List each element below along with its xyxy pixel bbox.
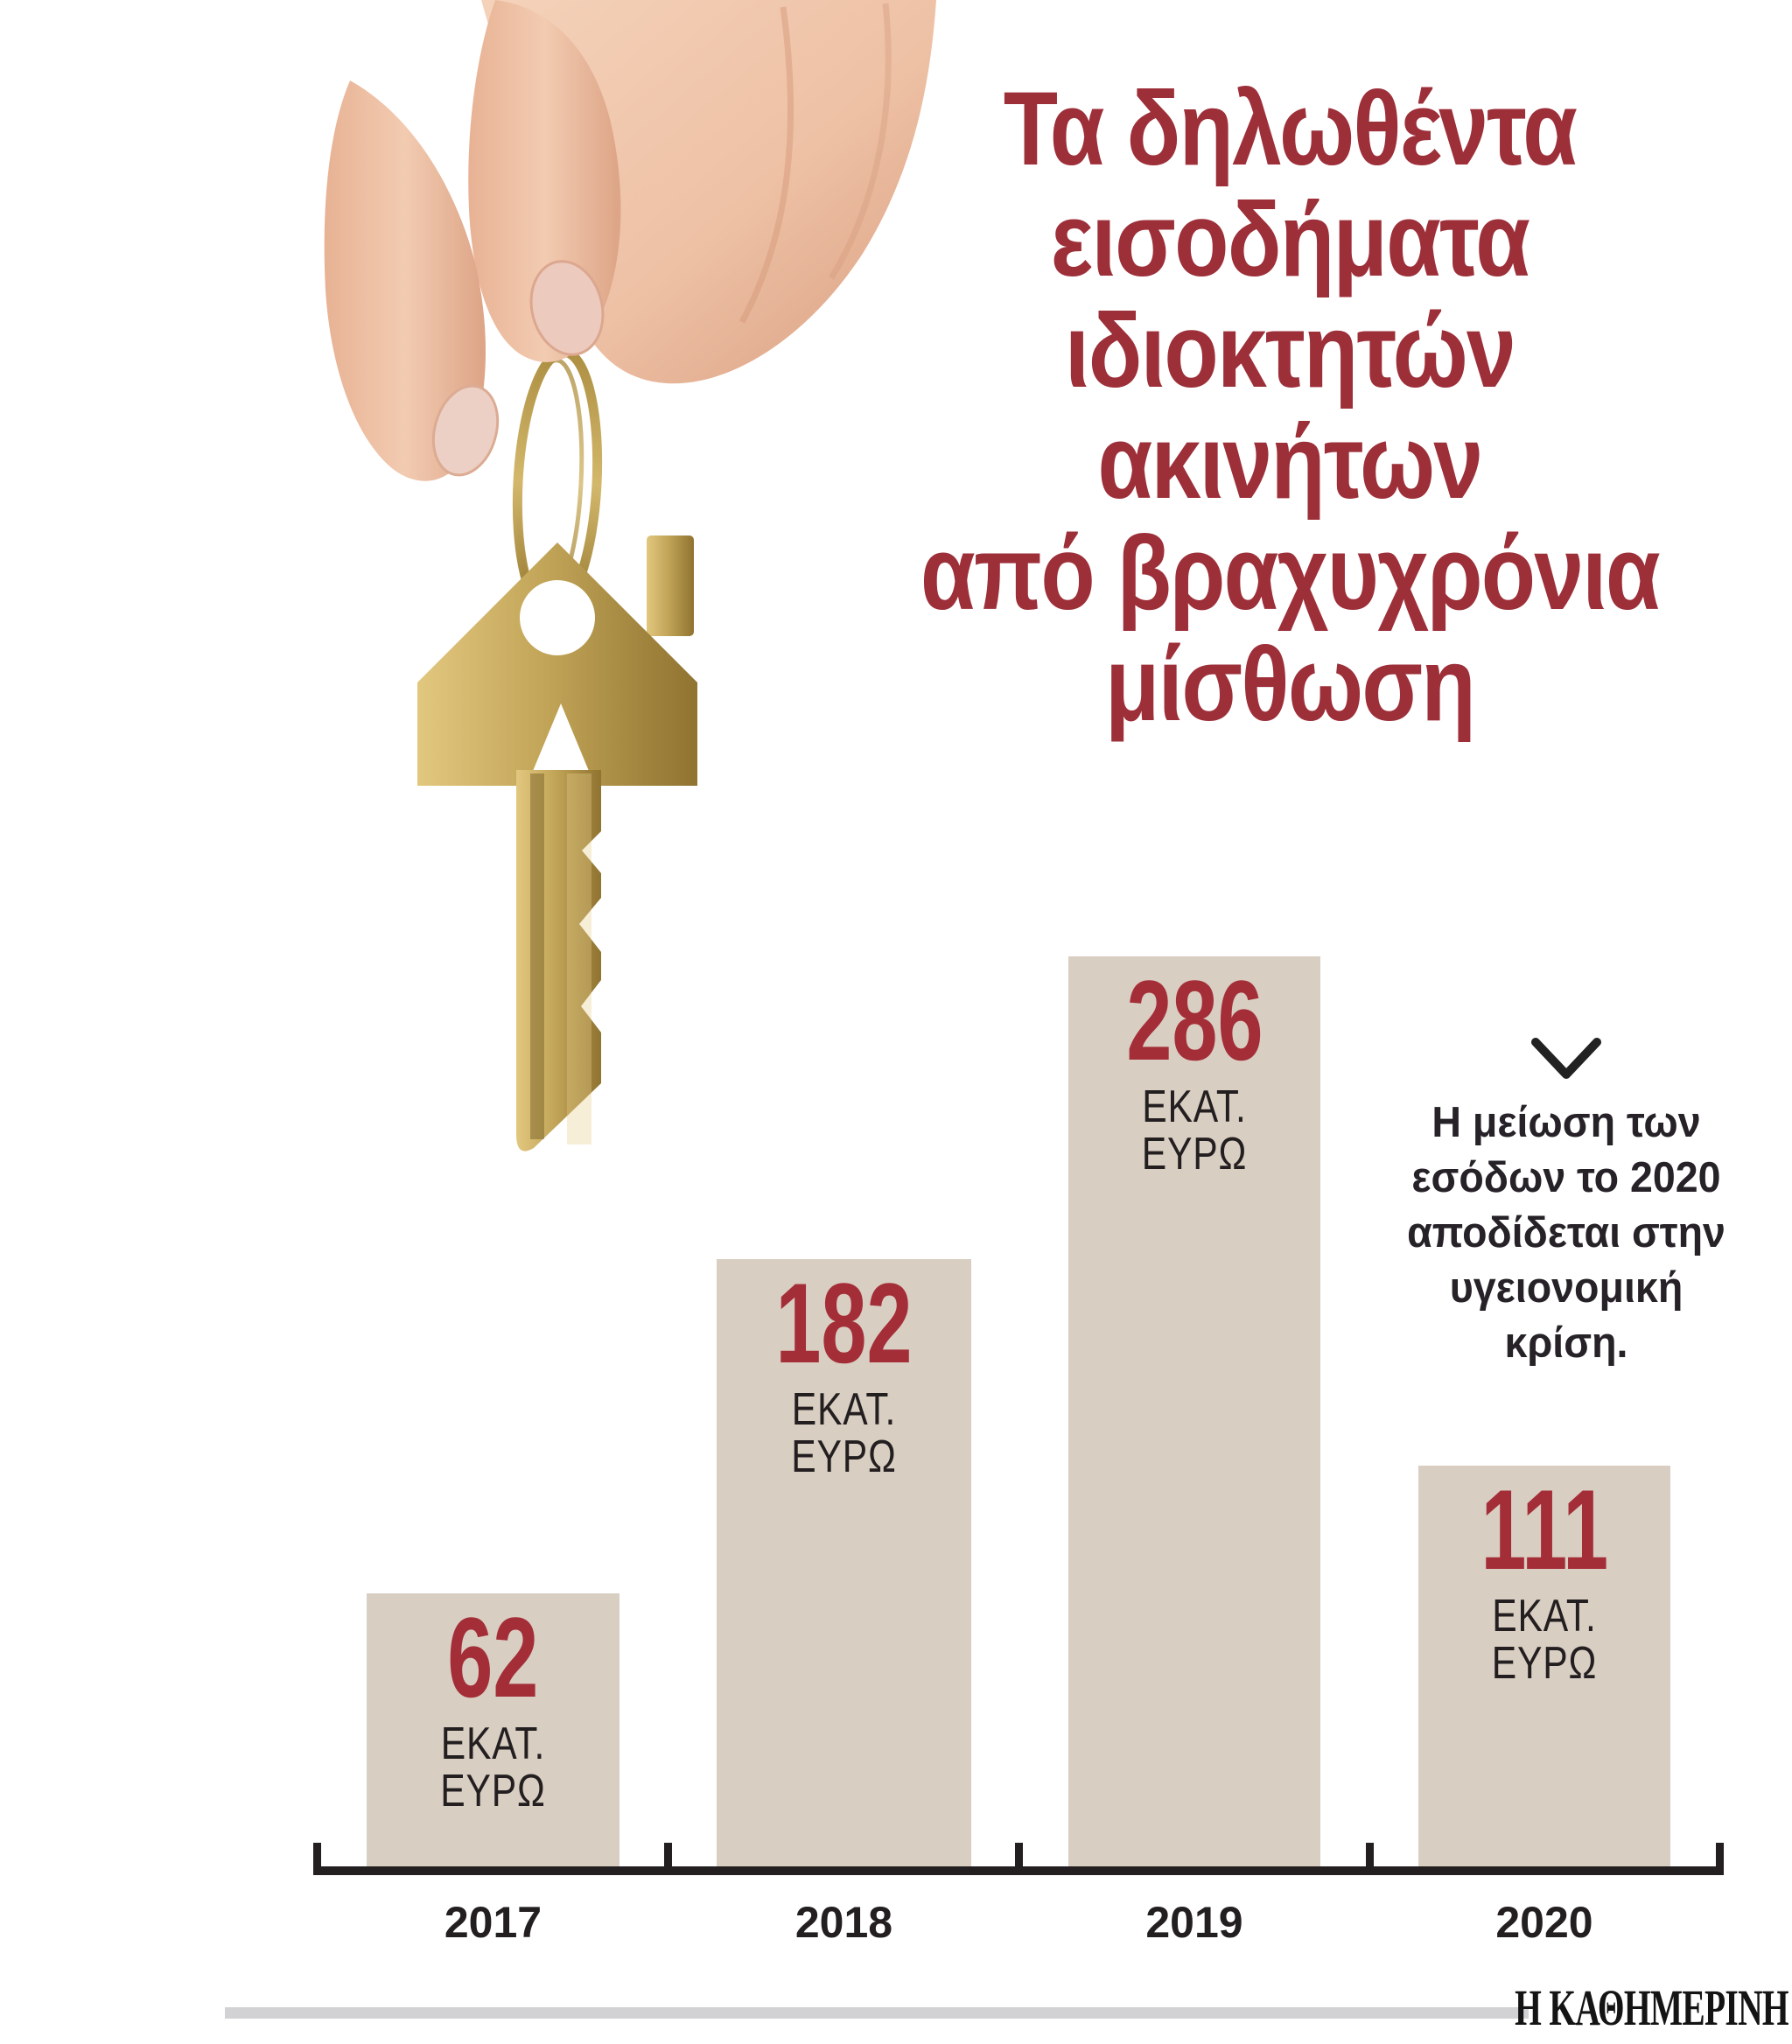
footer-divider bbox=[225, 2007, 1529, 2019]
axis-tick bbox=[664, 1843, 672, 1866]
bar-2020: 111 ΕΚΑΤ. ΕΥΡΩ bbox=[1418, 1466, 1670, 1866]
bar-2019: 286 ΕΚΑΤ. ΕΥΡΩ bbox=[1068, 956, 1320, 1866]
annotation-line: υγειονομική bbox=[1449, 1264, 1684, 1312]
annotation-line: αποδίδεται στην bbox=[1407, 1209, 1726, 1256]
page-title: Τα δηλωθέντα εισοδήματα ιδιοκτητών ακινή… bbox=[788, 74, 1792, 740]
x-axis-line bbox=[313, 1866, 1724, 1875]
annotation-text: Η μείωση των εσόδων το 2020 αποδίδεται σ… bbox=[1363, 1096, 1769, 1371]
hand-icon bbox=[324, 0, 936, 481]
bar-value: 111 bbox=[1480, 1466, 1608, 1593]
title-line: από βραχυχρόνια bbox=[920, 514, 1661, 632]
bar-2018: 182 ΕΚΑΤ. ΕΥΡΩ bbox=[717, 1259, 971, 1866]
bar-unit-label: ΕΚΑΤ. ΕΥΡΩ bbox=[791, 1384, 897, 1482]
bar-value: 286 bbox=[1125, 956, 1264, 1084]
annotation-line: εσόδων το 2020 bbox=[1411, 1154, 1721, 1201]
annotation-line: κρίση. bbox=[1504, 1320, 1628, 1367]
bar-2017: 62 ΕΚΑΤ. ΕΥΡΩ bbox=[367, 1593, 620, 1866]
x-axis-label-2018: 2018 bbox=[794, 1898, 893, 1947]
axis-tick bbox=[313, 1843, 321, 1866]
bar-unit-label: ΕΚΑΤ. ΕΥΡΩ bbox=[1491, 1591, 1598, 1689]
bar-unit-label: ΕΚΑΤ. ΕΥΡΩ bbox=[440, 1718, 546, 1816]
title-line: Τα δηλωθέντα bbox=[1003, 70, 1578, 187]
axis-tick bbox=[1015, 1843, 1023, 1866]
chevron-down-icon bbox=[1531, 1038, 1601, 1079]
x-axis-label-2020: 2020 bbox=[1495, 1898, 1593, 1947]
bar-unit-label: ΕΚΑΤ. ΕΥΡΩ bbox=[1141, 1082, 1248, 1180]
publisher-logo: Η ΚΑΘΗΜΕΡΙΝΗ bbox=[1515, 1979, 1788, 2036]
axis-tick bbox=[1716, 1843, 1724, 1866]
title-line: εισοδήματα bbox=[1050, 181, 1530, 298]
title-line: μίσθωση bbox=[1105, 626, 1476, 743]
index-nail bbox=[529, 260, 605, 356]
thumb-nail bbox=[431, 384, 500, 477]
x-axis-label-2017: 2017 bbox=[444, 1898, 542, 1947]
x-axis-label-2019: 2019 bbox=[1145, 1898, 1243, 1947]
bar-value: 182 bbox=[775, 1259, 913, 1387]
hand-key-photo bbox=[324, 0, 936, 1152]
bar-value: 62 bbox=[447, 1593, 539, 1721]
axis-tick bbox=[1366, 1843, 1374, 1866]
annotation-line: Η μείωση των bbox=[1432, 1099, 1701, 1146]
house-key-icon bbox=[417, 536, 697, 1152]
title-line: ιδιοκτητών ακινήτων bbox=[1064, 292, 1516, 521]
